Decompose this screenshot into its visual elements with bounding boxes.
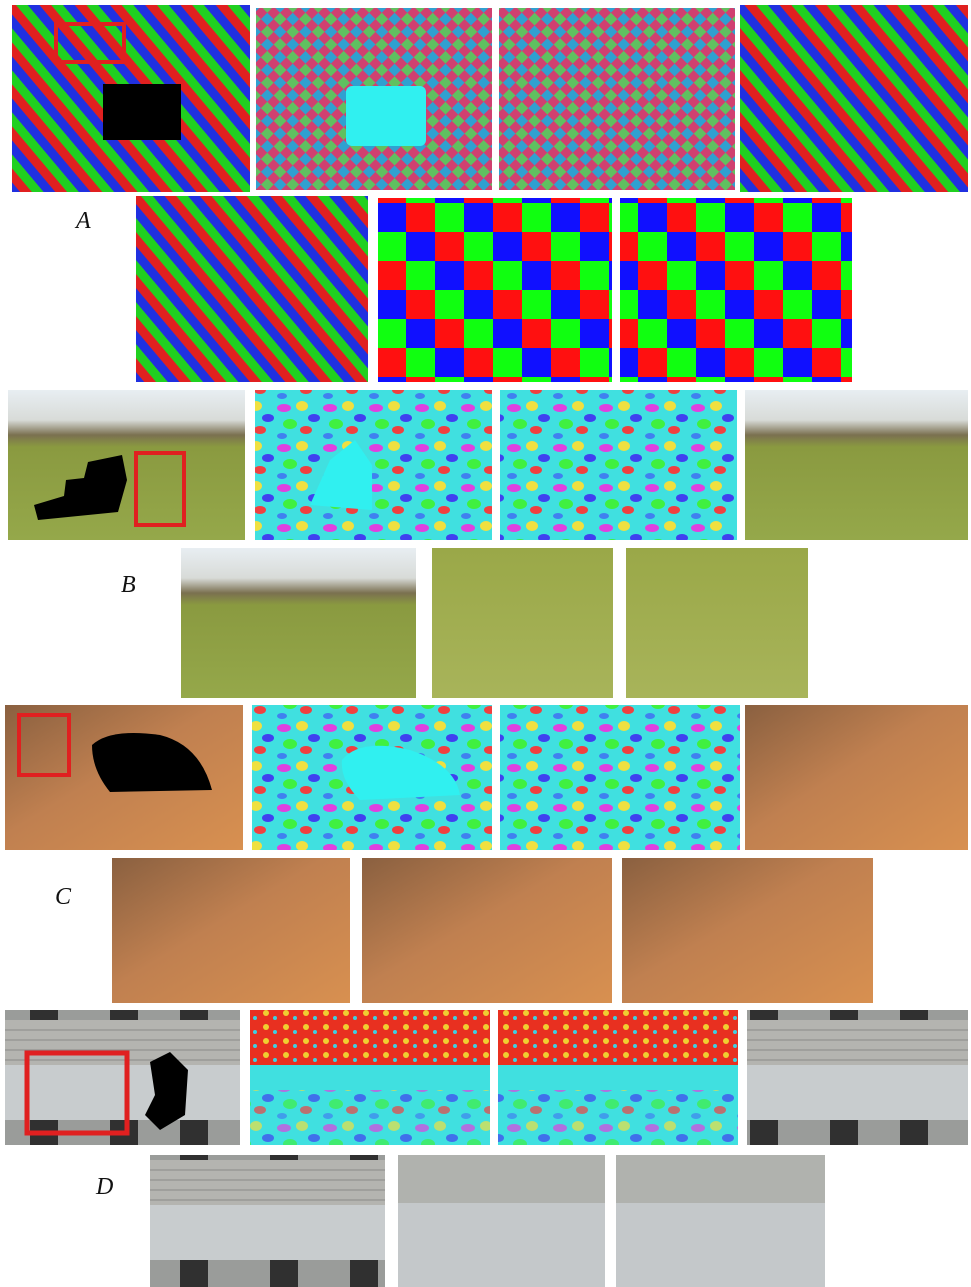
image bbox=[112, 858, 350, 1003]
image bbox=[500, 705, 740, 850]
image-detail bbox=[498, 1010, 738, 1065]
image bbox=[740, 5, 968, 192]
image bbox=[620, 198, 852, 382]
row-b-top bbox=[8, 390, 968, 540]
panel-label: D bbox=[95, 1174, 113, 1200]
image bbox=[150, 1155, 385, 1287]
image bbox=[622, 858, 873, 1003]
image bbox=[499, 8, 735, 190]
image bbox=[745, 390, 968, 540]
row-b-bottom bbox=[181, 548, 808, 698]
image-detail bbox=[250, 1090, 490, 1145]
panel-label: A bbox=[74, 208, 91, 234]
mask-flow bbox=[346, 86, 426, 146]
image bbox=[432, 548, 613, 698]
image bbox=[5, 1010, 240, 1145]
page: A B C D (() => { const data = JSON.parse… bbox=[0, 0, 971, 1287]
image bbox=[362, 858, 612, 1003]
image bbox=[747, 1010, 968, 1145]
image bbox=[255, 390, 492, 540]
mask bbox=[103, 84, 181, 140]
image-detail bbox=[616, 1155, 825, 1203]
row-c-top bbox=[5, 705, 968, 850]
row-d-bottom bbox=[150, 1155, 825, 1287]
image-detail bbox=[250, 1010, 490, 1065]
row-a-bottom bbox=[136, 196, 852, 382]
row-c-bottom bbox=[112, 858, 873, 1003]
image-detail bbox=[398, 1155, 605, 1203]
image bbox=[181, 548, 416, 698]
image bbox=[745, 705, 968, 850]
image bbox=[500, 390, 737, 540]
image-detail bbox=[498, 1090, 738, 1145]
image bbox=[136, 196, 368, 382]
row-d-top bbox=[5, 1010, 968, 1145]
panel-label: C bbox=[55, 884, 72, 910]
figure: A B C D bbox=[0, 0, 971, 1287]
image bbox=[626, 548, 808, 698]
panel-label: B bbox=[121, 572, 136, 598]
image bbox=[378, 198, 612, 382]
row-a-top bbox=[12, 5, 968, 192]
